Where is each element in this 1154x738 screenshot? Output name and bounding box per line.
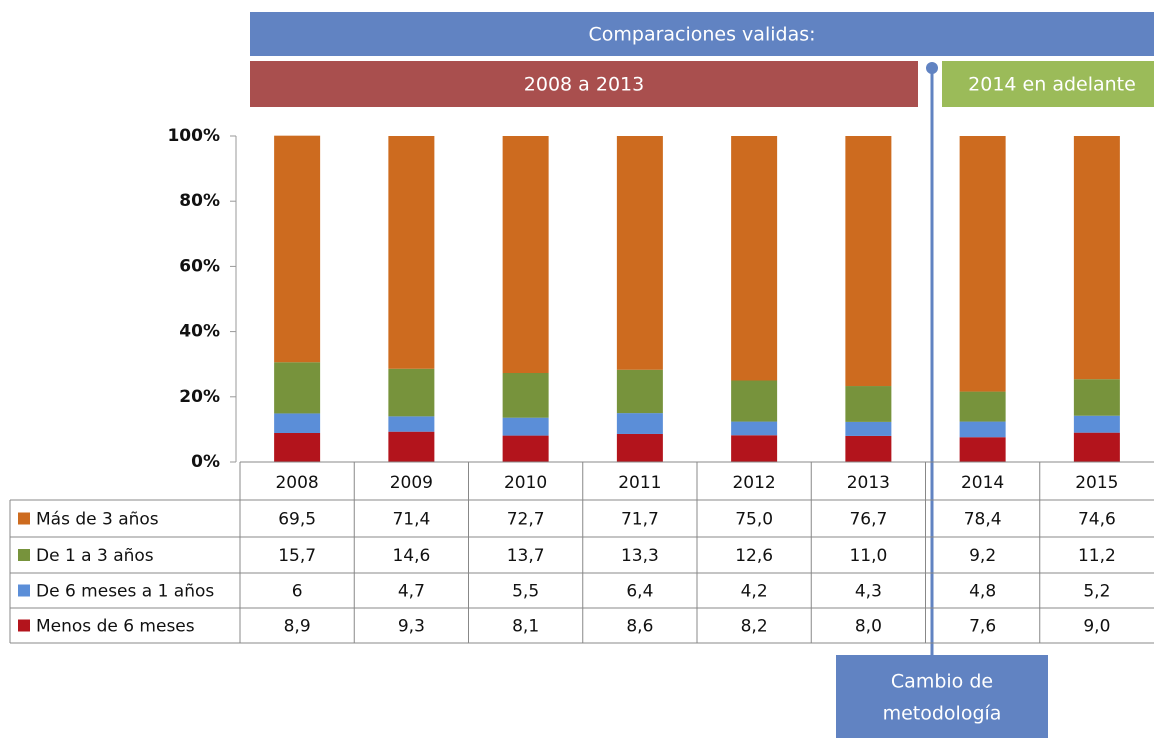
value-label: 4,3 [855, 582, 882, 602]
bar-segment [959, 391, 1006, 422]
legend-swatch [18, 549, 30, 561]
bar-segment [502, 373, 549, 418]
value-label: 13,7 [507, 546, 545, 566]
value-label: 5,2 [1083, 582, 1110, 602]
x-tick-label: 2010 [504, 473, 547, 493]
legend-label: Menos de 6 meses [36, 617, 195, 637]
bar-segment [959, 421, 1006, 438]
bar-segment [388, 431, 435, 462]
bar-segment [616, 433, 663, 462]
bar-segment [616, 413, 663, 434]
value-label: 8,0 [855, 617, 882, 637]
value-label: 78,4 [964, 510, 1002, 530]
bar-segment [502, 136, 549, 374]
value-label: 8,9 [284, 617, 311, 637]
bar-segment [845, 386, 892, 422]
note-box [836, 655, 1048, 738]
bar-segment [1073, 432, 1120, 462]
period-banner [250, 61, 918, 107]
bar-segment [845, 136, 892, 387]
value-label: 71,4 [392, 510, 430, 530]
x-tick-label: 2011 [618, 473, 661, 493]
value-label: 76,7 [849, 510, 887, 530]
bar-segment [388, 368, 435, 417]
value-label: 69,5 [278, 510, 316, 530]
legend-label: De 6 meses a 1 años [36, 582, 214, 602]
bar-segment [274, 432, 321, 462]
bar-segment [959, 136, 1006, 392]
value-label: 11,2 [1078, 546, 1116, 566]
bar-segment [845, 435, 892, 462]
period-text: 2014 en adelante [968, 74, 1136, 96]
x-tick-label: 2009 [390, 473, 433, 493]
period-text: 2008 a 2013 [524, 74, 644, 96]
bar-segment [731, 421, 778, 436]
y-tick-label: 20% [179, 387, 220, 407]
bar-segment [959, 437, 1006, 462]
value-label: 11,0 [849, 546, 887, 566]
legend-swatch [18, 512, 30, 525]
x-tick-label: 2014 [961, 473, 1004, 493]
value-label: 4,2 [741, 582, 768, 602]
value-label: 8,6 [626, 617, 653, 637]
bar-segment [502, 435, 549, 462]
bar-segment [1073, 415, 1120, 433]
y-tick-label: 40% [179, 322, 220, 342]
value-label: 8,1 [512, 617, 539, 637]
value-label: 6,4 [626, 582, 653, 602]
value-label: 9,0 [1083, 617, 1110, 637]
value-label: 15,7 [278, 546, 316, 566]
bar-segment [274, 413, 321, 433]
x-tick-label: 2015 [1075, 473, 1118, 493]
period-banner [942, 61, 1154, 107]
value-label: 72,7 [507, 510, 545, 530]
bar-segment [731, 380, 778, 422]
value-label: 12,6 [735, 546, 773, 566]
method-dot [926, 62, 938, 74]
y-tick-label: 80% [179, 191, 220, 211]
bar-segment [731, 435, 778, 462]
bar-segment [388, 416, 435, 432]
x-tick-label: 2012 [732, 473, 775, 493]
value-label: 13,3 [621, 546, 659, 566]
y-tick-label: 0% [191, 452, 220, 472]
value-label: 5,5 [512, 582, 539, 602]
bar-segment [388, 136, 435, 369]
value-label: 14,6 [392, 546, 430, 566]
legend-label: Más de 3 años [36, 510, 159, 530]
note-text: metodología [883, 703, 1002, 725]
y-tick-label: 60% [179, 256, 220, 276]
bar-segment [1073, 379, 1120, 416]
bar-segment [731, 136, 778, 381]
value-label: 4,7 [398, 582, 425, 602]
bar-segment [274, 362, 321, 414]
banner-text: Comparaciones validas: [588, 24, 815, 46]
legend-swatch [18, 584, 30, 597]
bar-segment [502, 417, 549, 436]
legend-swatch [18, 619, 30, 632]
y-tick-label: 100% [167, 126, 220, 146]
value-label: 4,8 [969, 582, 996, 602]
note-text: Cambio de [891, 671, 993, 693]
banner [250, 12, 1154, 56]
value-label: 9,3 [398, 617, 425, 637]
bar-segment [616, 136, 663, 370]
bar-segment [616, 369, 663, 414]
value-label: 7,6 [969, 617, 996, 637]
value-label: 6 [292, 582, 303, 602]
bar-segment [845, 421, 892, 436]
value-label: 71,7 [621, 510, 659, 530]
x-tick-label: 2013 [847, 473, 890, 493]
legend-label: De 1 a 3 años [36, 546, 154, 566]
value-label: 74,6 [1078, 510, 1116, 530]
bar-segment [1073, 136, 1120, 380]
value-label: 75,0 [735, 510, 773, 530]
bar-segment [274, 135, 321, 363]
value-label: 9,2 [969, 546, 996, 566]
x-tick-label: 2008 [275, 473, 318, 493]
value-label: 8,2 [741, 617, 768, 637]
